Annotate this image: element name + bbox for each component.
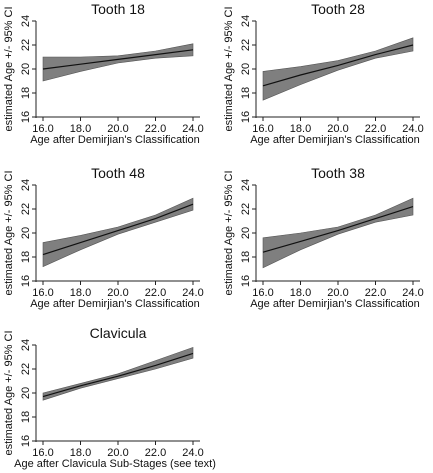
x-tick-label: 24.0	[402, 287, 423, 299]
y-tick-label: 16	[240, 111, 252, 123]
y-tick-label: 18	[20, 251, 32, 263]
fit-line	[42, 49, 194, 70]
panel-clavicula: Clavicula 16 18 20 22 24 16.0 18.0 20.0 22.0 24.0 e…	[3, 325, 216, 470]
y-tick-label: 22	[240, 39, 252, 51]
y-tick-label: 18	[240, 87, 252, 99]
x-axis-title: Age after Clavicula Sub-Stages (see text…	[14, 458, 216, 470]
x-tick-label: 18.0	[70, 447, 91, 459]
y-tick-label: 16	[20, 275, 32, 287]
x-tick-label: 16.0	[32, 123, 53, 135]
y-axis-title: estimated Age +/- 95% CI	[223, 6, 235, 131]
x-tick-label: 24.0	[402, 123, 423, 135]
ci-band	[42, 197, 194, 268]
x-tick-label: 20.0	[327, 287, 348, 299]
y-tick-label: 18	[20, 87, 32, 99]
x-axis-title: Age after Demirjian's Classification	[250, 134, 420, 146]
y-axis-title: estimated Age +/- 95% CI	[3, 6, 15, 131]
y-tick-label: 18	[20, 411, 32, 423]
x-tick-label: 18.0	[290, 123, 311, 135]
fit-line	[262, 206, 414, 253]
x-axis-title: Age after Demirjian's Classification	[250, 298, 420, 310]
y-tick-label: 18	[240, 251, 252, 263]
x-tick-label: 22.0	[145, 447, 166, 459]
y-tick-label: 22	[20, 39, 32, 51]
x-axis-title: Age after Demirjian's Classification	[30, 134, 200, 146]
x-tick-label: 20.0	[107, 447, 128, 459]
ci-band	[42, 346, 194, 401]
y-axis-title: estimated Age +/- 95% CI	[3, 330, 15, 455]
x-tick-label: 20.0	[107, 123, 128, 135]
chart-title: Clavicula	[90, 325, 147, 341]
x-tick-label: 20.0	[107, 287, 128, 299]
panel-tooth-28: Tooth 28 16 18 20 22 24 16.0 18.0 20.0 22.0 24.0 es…	[223, 1, 424, 146]
chart-title: Tooth 38	[311, 165, 365, 181]
y-tick-label: 24	[240, 179, 252, 191]
y-tick-label: 24	[20, 179, 32, 191]
y-tick-label: 20	[240, 227, 252, 239]
chart-title: Tooth 18	[91, 1, 145, 17]
x-tick-label: 18.0	[290, 287, 311, 299]
ci-band	[262, 197, 414, 269]
fit-line	[262, 44, 414, 87]
y-tick-label: 16	[20, 111, 32, 123]
y-tick-label: 16	[240, 275, 252, 287]
y-tick-label: 24	[20, 15, 32, 27]
panel-tooth-18: Tooth 18 16 18 20 22 24 16.0 18.0 20.0 22.0 24.0 es…	[3, 1, 204, 146]
fit-line	[42, 352, 194, 398]
y-tick-label: 24	[20, 339, 32, 351]
ci-band	[42, 43, 194, 82]
chart-title: Tooth 28	[311, 1, 365, 17]
x-tick-label: 22.0	[145, 287, 166, 299]
x-tick-label: 16.0	[252, 123, 273, 135]
y-axis-title: estimated Age +/- 95% CI	[3, 170, 15, 295]
panel-tooth-38: Tooth 38 16 18 20 22 24 16.0 18.0 20.0 22.0 24.0 es…	[223, 165, 424, 310]
x-tick-label: 16.0	[32, 447, 53, 459]
x-axis-title: Age after Demirjian's Classification	[30, 298, 200, 310]
x-tick-label: 22.0	[365, 287, 386, 299]
y-tick-label: 20	[240, 63, 252, 75]
panel-tooth-48: Tooth 48 16 18 20 22 24 16.0 18.0 20.0 22.0 24.0 es…	[3, 165, 204, 310]
y-tick-label: 22	[20, 363, 32, 375]
ci-band	[262, 37, 414, 101]
x-tick-label: 24.0	[182, 123, 203, 135]
y-tick-label: 24	[240, 15, 252, 27]
y-tick-label: 16	[20, 435, 32, 447]
chart-title: Tooth 48	[91, 165, 145, 181]
fit-line	[42, 203, 194, 256]
x-tick-label: 24.0	[182, 287, 203, 299]
y-tick-label: 22	[240, 203, 252, 215]
x-tick-label: 18.0	[70, 287, 91, 299]
x-tick-label: 16.0	[252, 287, 273, 299]
y-tick-label: 20	[20, 387, 32, 399]
y-axis-title: estimated Age +/- 95% CI	[223, 170, 235, 295]
x-tick-label: 20.0	[327, 123, 348, 135]
x-tick-label: 22.0	[365, 123, 386, 135]
x-tick-label: 16.0	[32, 287, 53, 299]
y-tick-label: 20	[20, 63, 32, 75]
y-tick-label: 20	[20, 227, 32, 239]
y-tick-label: 22	[20, 203, 32, 215]
x-tick-label: 24.0	[182, 447, 203, 459]
x-tick-label: 18.0	[70, 123, 91, 135]
x-tick-label: 22.0	[145, 123, 166, 135]
